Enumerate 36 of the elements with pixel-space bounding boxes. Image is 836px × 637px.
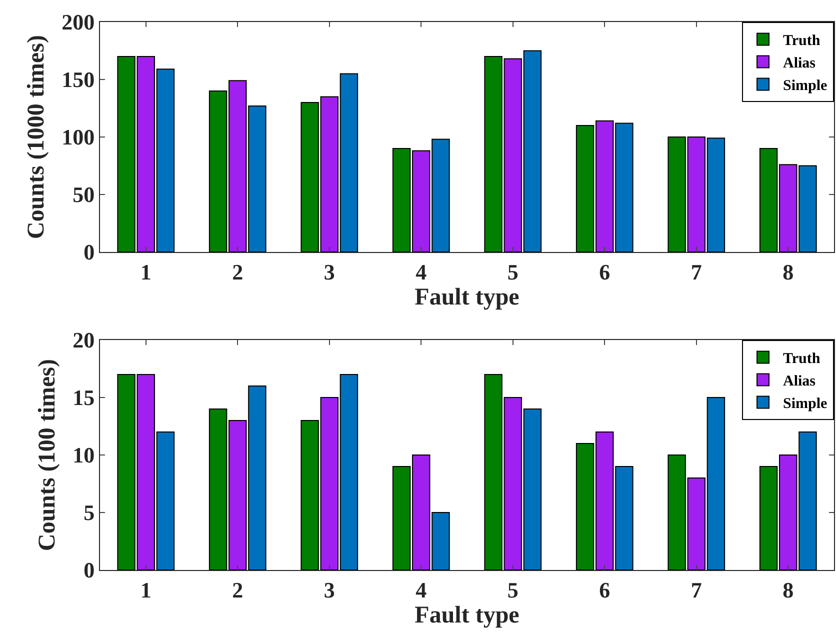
legend-label: Truth xyxy=(783,351,821,368)
x-tick-label: 1 xyxy=(140,577,152,602)
x-tick-label: 2 xyxy=(232,577,244,602)
legend-label: Truth xyxy=(783,33,821,50)
x-tick-label: 7 xyxy=(690,259,702,284)
x-tick-label: 1 xyxy=(140,259,152,284)
x-axis-title: Fault type xyxy=(414,284,520,311)
x-tick-label: 7 xyxy=(690,577,702,602)
x-tick-label: 5 xyxy=(507,259,518,284)
x-axis-title: Fault type xyxy=(414,602,520,629)
y-tick-label: 0 xyxy=(84,558,95,583)
y-axis-title: Counts (100 times) xyxy=(34,359,61,551)
y-tick-label: 5 xyxy=(84,500,95,526)
legend-label: Alias xyxy=(783,374,816,390)
x-tick-label: 5 xyxy=(507,577,518,602)
y-tick-label: 100 xyxy=(62,124,95,150)
x-tick-label: 4 xyxy=(416,259,427,284)
y-tick-label: 50 xyxy=(72,182,95,208)
y-tick-label: 200 xyxy=(62,10,95,35)
y-axis-title: Counts (1000 times) xyxy=(24,35,50,239)
legend-label: Simple xyxy=(783,396,828,412)
y-tick-label: 10 xyxy=(72,442,95,468)
y-tick-label: 20 xyxy=(72,328,95,353)
legend-label: Alias xyxy=(783,56,816,72)
y-tick-label: 150 xyxy=(62,67,95,92)
x-tick-label: 3 xyxy=(324,259,335,284)
y-tick-label: 0 xyxy=(84,240,95,265)
legend-label: Simple xyxy=(783,78,828,94)
x-tick-label: 3 xyxy=(324,577,335,602)
x-tick-label: 8 xyxy=(782,259,794,284)
y-tick-label: 15 xyxy=(72,385,95,410)
x-tick-label: 8 xyxy=(782,577,794,602)
x-tick-label: 4 xyxy=(416,577,427,602)
x-tick-label: 6 xyxy=(599,259,610,284)
x-tick-label: 2 xyxy=(232,259,244,284)
x-tick-label: 6 xyxy=(599,577,610,602)
